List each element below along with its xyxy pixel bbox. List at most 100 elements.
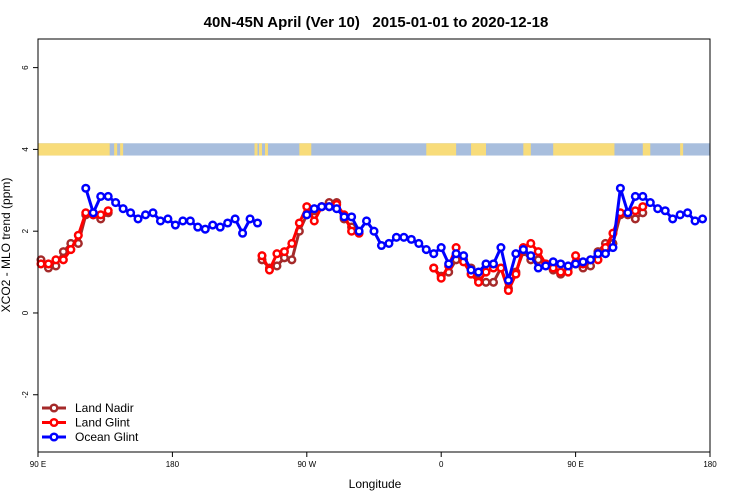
data-point (585, 255, 596, 265)
data-point (339, 212, 349, 222)
y-axis-label: XCO2 - MLO trend (ppm) (0, 178, 13, 313)
data-point (302, 202, 312, 212)
data-point (406, 234, 416, 244)
chart-title: 40N-45N April (Ver 10) 2015-01-01 to 202… (204, 14, 549, 31)
data-point (548, 257, 558, 267)
x-tick-label: 180 (703, 460, 717, 469)
data-point (309, 216, 319, 226)
data-point (429, 249, 439, 259)
legend-item: Ocean Glint (42, 430, 139, 444)
data-point (630, 214, 640, 224)
data-point (223, 218, 233, 228)
data-point (399, 232, 409, 242)
data-point (466, 265, 476, 275)
series-layer (36, 183, 708, 296)
data-point (526, 238, 536, 249)
data-point (638, 191, 648, 201)
data-point (496, 263, 506, 273)
data-point (279, 247, 289, 257)
data-point (43, 259, 54, 269)
data-point (170, 220, 180, 230)
land-strip-segment (38, 143, 110, 156)
data-point (302, 210, 312, 220)
y-tick-label: -2 (21, 391, 30, 399)
land-strip-segment (254, 143, 258, 156)
data-point (111, 198, 121, 208)
data-point (690, 216, 700, 226)
data-point (347, 212, 357, 222)
data-point (429, 263, 439, 273)
data-point (354, 226, 364, 236)
data-point (481, 267, 491, 277)
data-point (541, 261, 551, 271)
data-point (436, 242, 446, 253)
y-tick-label: 2 (21, 228, 30, 233)
legend-label: Land Glint (75, 416, 130, 430)
data-point (511, 269, 521, 279)
ocean-strip (38, 143, 710, 156)
data-point (414, 238, 424, 249)
land-strip-segment (642, 143, 651, 156)
land-strip-segment (553, 143, 615, 156)
land-strip-segment (426, 143, 457, 156)
data-point (96, 210, 106, 220)
data-point (615, 183, 625, 193)
data-point (556, 267, 566, 277)
land-strip-segment (114, 143, 118, 156)
data-point (58, 255, 68, 265)
x-axis-label: Longitude (349, 477, 402, 491)
x-tick-label: 90 W (297, 460, 316, 469)
data-point (332, 204, 342, 214)
x-tick-label: 0 (439, 460, 444, 469)
y-tick-label: 6 (21, 65, 30, 70)
land-strip-segment (680, 143, 684, 156)
data-point (436, 273, 446, 283)
data-point (118, 204, 128, 214)
data-point (51, 255, 61, 265)
data-point (451, 249, 461, 259)
data-point (58, 247, 68, 257)
data-point (264, 265, 275, 275)
data-point (208, 220, 218, 230)
data-point (630, 191, 640, 201)
legend-item: Land Nadir (42, 401, 134, 415)
axes: 90 E 180 90 W 0 90 E 180 -2 0 2 4 6 (21, 65, 717, 469)
data-point (421, 245, 431, 255)
data-point (252, 218, 263, 228)
data-point (511, 249, 521, 259)
legend-label: Land Nadir (75, 401, 134, 415)
data-point (503, 285, 513, 296)
data-point (518, 245, 528, 255)
data-point (369, 226, 379, 236)
data-point (309, 204, 319, 214)
data-point (103, 206, 113, 216)
data-point (488, 259, 499, 269)
data-point (444, 259, 454, 269)
data-point (593, 249, 603, 259)
land-strip-segment (471, 143, 486, 156)
data-point (533, 263, 543, 273)
data-point (73, 230, 83, 240)
data-point (347, 226, 357, 236)
legend-label: Ocean Glint (75, 430, 139, 444)
data-point (571, 259, 581, 269)
plot-frame (37, 38, 711, 453)
data-point (324, 202, 334, 212)
data-point (257, 251, 267, 261)
data-point (287, 255, 297, 265)
land-strip-segment (264, 143, 268, 156)
data-point (697, 214, 708, 224)
y-tick-label: 0 (21, 310, 30, 315)
data-point (66, 245, 76, 255)
data-point (473, 267, 484, 277)
data-point (653, 204, 663, 214)
data-point (556, 259, 566, 269)
data-point (503, 275, 513, 285)
data-point (361, 216, 372, 226)
legend-marker (49, 417, 59, 428)
legend-marker (49, 403, 59, 413)
data-point (473, 277, 484, 287)
data-point (287, 238, 297, 249)
data-point (660, 206, 670, 216)
